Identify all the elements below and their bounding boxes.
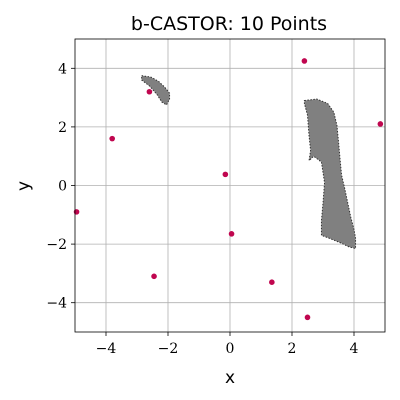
data-points <box>73 58 384 321</box>
axis-ticks: −4 −2 0 2 4 −4 −2 0 2 4 <box>46 61 358 357</box>
x-tick-label: 4 <box>350 341 359 357</box>
data-point <box>109 135 115 142</box>
data-point <box>222 171 229 178</box>
x-axis-label: x <box>225 368 235 388</box>
data-point <box>151 273 157 280</box>
y-axis-label: y <box>14 181 34 191</box>
x-tick-label: 0 <box>226 341 235 357</box>
grid <box>75 39 385 332</box>
data-point <box>269 279 275 285</box>
y-tick-label: 2 <box>58 120 67 136</box>
data-point <box>146 88 153 95</box>
x-tick-label: 2 <box>288 341 297 357</box>
cluster-region <box>141 75 171 106</box>
data-point <box>73 209 80 215</box>
y-tick-label: 4 <box>58 61 67 77</box>
y-tick-label: −4 <box>46 296 67 312</box>
y-tick-label: −2 <box>46 237 67 253</box>
data-point <box>301 58 308 64</box>
data-point <box>304 314 311 321</box>
y-tick-label: 0 <box>58 179 67 195</box>
regions <box>141 75 357 250</box>
data-point <box>377 121 384 127</box>
cluster-region <box>303 98 357 250</box>
x-tick-label: −4 <box>96 341 117 357</box>
data-point <box>228 231 235 237</box>
x-tick-label: −2 <box>158 341 179 357</box>
chart-title: b-CASTOR: 10 Points <box>131 13 327 35</box>
